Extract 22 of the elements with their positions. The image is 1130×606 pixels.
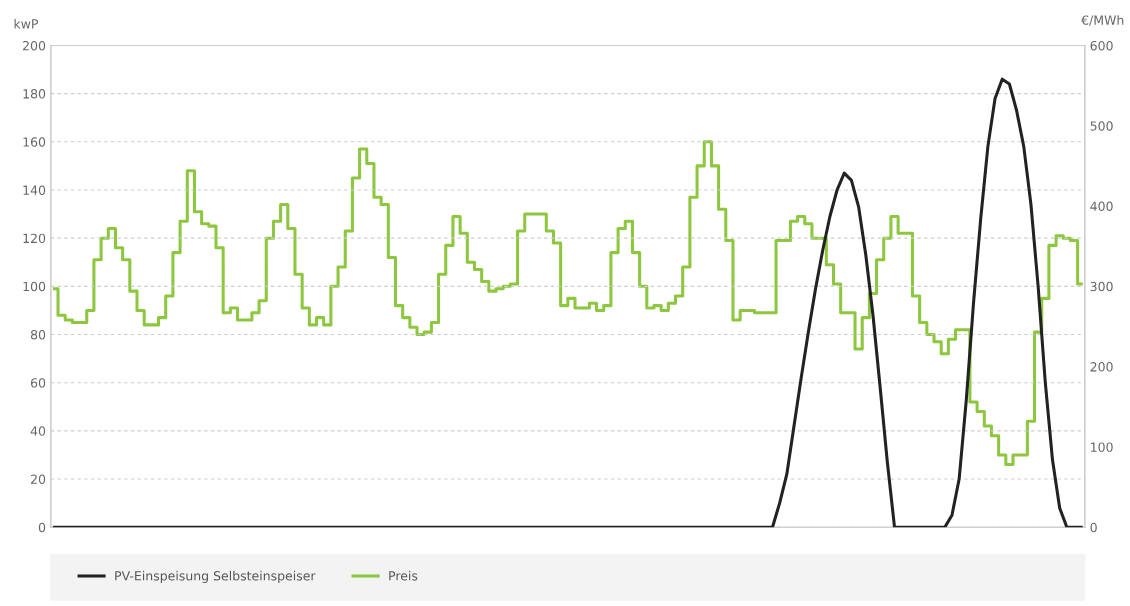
y2-tick-label: 300 <box>1090 281 1113 292</box>
y2-tick-label: 500 <box>1090 121 1113 131</box>
y-tick-label: 120 <box>23 233 46 244</box>
y2-tick-label: 0 <box>1090 522 1097 533</box>
y-tick-label: 0 <box>38 522 46 533</box>
y-tick-label: 200 <box>23 40 46 51</box>
y2-tick-label: 200 <box>1090 362 1113 372</box>
y2-tick-label: 100 <box>1091 442 1113 452</box>
y-tick-label: 60 <box>30 378 46 388</box>
y-tick-label: 20 <box>31 474 46 484</box>
y2-tick-label: 600 <box>1090 40 1113 51</box>
y-tick-label: 180 <box>23 89 46 99</box>
y-tick-label: 100 <box>23 281 46 292</box>
y-tick-label: 40 <box>30 426 46 436</box>
legend-label: Preis <box>389 570 418 581</box>
y2-tick-label: 400 <box>1090 201 1113 211</box>
y-axis-title: kwP <box>14 18 39 29</box>
legend-label: PV-Einspeisung Selbsteinspeiser <box>115 570 316 583</box>
y-tick-label: 140 <box>23 185 46 195</box>
y-tick-label: 80 <box>30 329 46 340</box>
y-tick-label: 160 <box>23 137 46 147</box>
y2-axis-title: €/MWh <box>1081 15 1124 26</box>
